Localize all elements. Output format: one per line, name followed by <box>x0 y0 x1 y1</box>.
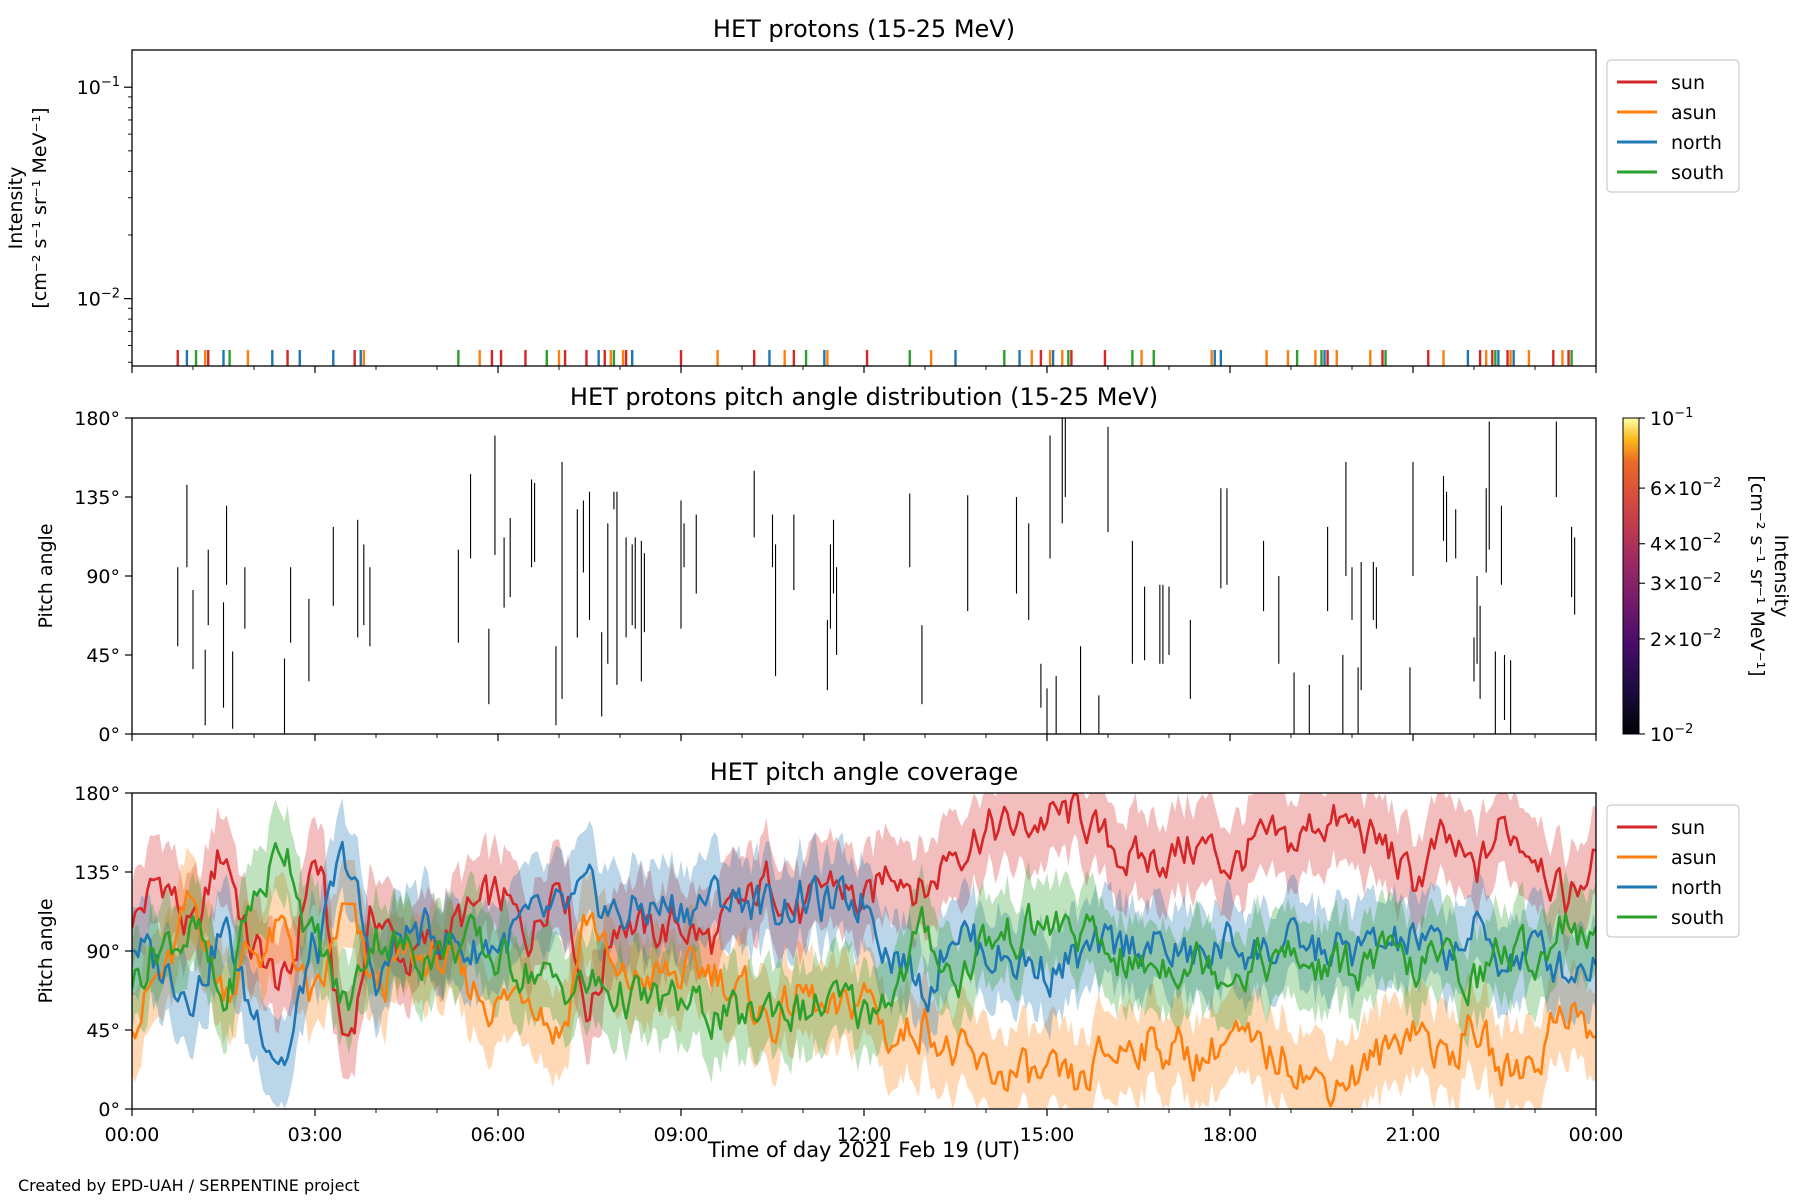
x-axis-label: Time of day 2021 Feb 19 (UT) <box>707 1138 1020 1162</box>
colorbar <box>1622 417 1640 735</box>
colorbar-tick-label: 3×10−2 <box>1650 571 1721 595</box>
colorbar-label-line2: [cm⁻² s⁻¹ sr⁻¹ MeV⁻¹] <box>1746 475 1768 676</box>
colorbar-tick-label: 4×10−2 <box>1650 532 1721 556</box>
y-tick-label: 135° <box>74 487 120 509</box>
x-tick-label: 00:00 <box>1569 1124 1624 1146</box>
legend-label-sun: sun <box>1671 817 1705 839</box>
x-tick-label: 03:00 <box>288 1124 343 1146</box>
coverage-line-north <box>132 840 1596 1067</box>
pad-title: HET protons pitch angle distribution (15… <box>570 383 1158 411</box>
pad-plot-frame <box>131 417 1597 735</box>
colorbar-label-line1: Intensity <box>1770 535 1792 618</box>
coverage-plot-frame <box>131 792 1597 1110</box>
y-tick-label: 180° <box>74 783 120 805</box>
legend-label-south: south <box>1671 907 1724 929</box>
coverage-legend: sun asun north south <box>1606 804 1740 938</box>
legend-label-asun: asun <box>1671 847 1717 869</box>
legend-label-sun: sun <box>1671 72 1705 94</box>
y-tick-label: 90° <box>86 941 120 963</box>
coverage-band-asun <box>132 847 1596 1109</box>
intensity-plot-frame <box>131 49 1597 367</box>
x-tick-label: 21:00 <box>1386 1124 1441 1146</box>
intensity-panel: HET protons (15-25 MeV) Intensity [cm⁻² … <box>5 15 1740 373</box>
legend-label-asun: asun <box>1671 102 1717 124</box>
intensity-ylabel: Intensity [cm⁻² s⁻¹ sr⁻¹ MeV⁻¹] <box>5 107 51 308</box>
x-tick-label: 15:00 <box>1020 1124 1075 1146</box>
coverage-band-north <box>132 798 1596 1109</box>
colorbar-tick-label: 10−1 <box>1650 406 1693 430</box>
colorbar-tick-label: 10−2 <box>1650 722 1693 746</box>
coverage-band-sun <box>132 793 1596 1080</box>
x-tick-label: 00:00 <box>105 1124 160 1146</box>
x-tick-label: 06:00 <box>471 1124 526 1146</box>
intensity-ylabel-line1: Intensity <box>5 167 27 250</box>
y-tick-label: 90° <box>86 566 120 588</box>
pad-panel: HET protons pitch angle distribution (15… <box>35 383 1792 746</box>
x-tick-label: 18:00 <box>1203 1124 1258 1146</box>
colorbar-tick-label: 2×10−2 <box>1650 627 1721 651</box>
legend-label-north: north <box>1671 132 1722 154</box>
y-tick-label: 180° <box>74 408 120 430</box>
intensity-legend: sun asun north south <box>1606 59 1740 193</box>
intensity-title: HET protons (15-25 MeV) <box>713 15 1015 43</box>
coverage-ylabel: Pitch angle <box>35 898 57 1003</box>
x-tick-label: 12:00 <box>837 1124 892 1146</box>
pad-ylabel: Pitch angle <box>35 523 57 628</box>
credit-text: Created by EPD-UAH / SERPENTINE project <box>18 1176 360 1195</box>
coverage-title: HET pitch angle coverage <box>710 758 1018 786</box>
legend-label-south: south <box>1671 162 1724 184</box>
y-tick-label: 0° <box>98 724 120 746</box>
coverage-band-south <box>132 799 1596 1083</box>
colorbar-label: Intensity [cm⁻² s⁻¹ sr⁻¹ MeV⁻¹] <box>1746 475 1792 676</box>
legend-box <box>1606 59 1740 193</box>
legend-box <box>1606 804 1740 938</box>
coverage-line-south <box>132 841 1596 1040</box>
y-tick-label: 45° <box>86 645 120 667</box>
y-tick-label: 10−1 <box>77 75 120 99</box>
y-tick-label: 10−2 <box>77 287 120 311</box>
coverage-panel: HET pitch angle coverage Pitch angle 0° 4… <box>35 758 1740 1162</box>
y-tick-label: 0° <box>98 1099 120 1121</box>
x-tick-label: 09:00 <box>654 1124 709 1146</box>
legend-label-north: north <box>1671 877 1722 899</box>
y-tick-label: 45° <box>86 1020 120 1042</box>
colorbar-tick-label: 6×10−2 <box>1650 476 1721 500</box>
intensity-ylabel-line2: [cm⁻² s⁻¹ sr⁻¹ MeV⁻¹] <box>29 107 51 308</box>
y-tick-label: 135° <box>74 862 120 884</box>
